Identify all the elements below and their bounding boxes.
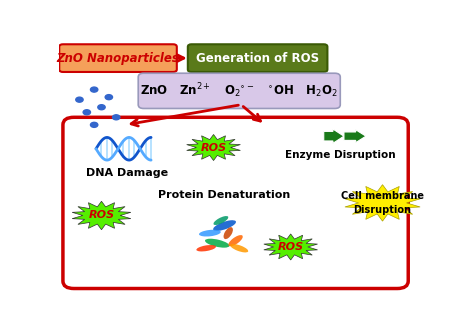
Circle shape	[112, 115, 120, 120]
Circle shape	[98, 105, 105, 110]
Text: ROS: ROS	[278, 242, 304, 252]
Ellipse shape	[205, 239, 229, 248]
FancyBboxPatch shape	[63, 117, 408, 288]
Polygon shape	[264, 234, 318, 260]
Text: Cell membrane
Disruption: Cell membrane Disruption	[341, 191, 424, 215]
Ellipse shape	[213, 216, 228, 225]
Ellipse shape	[199, 230, 221, 236]
Ellipse shape	[228, 235, 243, 246]
FancyBboxPatch shape	[138, 73, 340, 109]
Circle shape	[83, 110, 91, 115]
Text: DNA Damage: DNA Damage	[86, 168, 168, 178]
Text: Generation of ROS: Generation of ROS	[196, 52, 319, 65]
Circle shape	[76, 97, 83, 102]
FancyBboxPatch shape	[188, 44, 328, 72]
Circle shape	[91, 122, 98, 127]
Text: ROS: ROS	[201, 143, 227, 152]
Text: ROS: ROS	[89, 211, 115, 220]
FancyArrow shape	[344, 130, 366, 143]
FancyBboxPatch shape	[59, 44, 177, 72]
Ellipse shape	[224, 227, 233, 239]
Text: Protein Denaturation: Protein Denaturation	[158, 190, 291, 200]
FancyArrow shape	[324, 129, 344, 143]
Circle shape	[105, 95, 112, 100]
Text: Enzyme Disruption: Enzyme Disruption	[285, 150, 396, 160]
Text: ZnO   Zn$^{2+}$   O$_2$$^{\circ-}$   $^{\circ}$OH   H$_2$O$_2$: ZnO Zn$^{2+}$ O$_2$$^{\circ-}$ $^{\circ}…	[140, 81, 338, 100]
Polygon shape	[72, 201, 131, 230]
Polygon shape	[187, 134, 240, 161]
Ellipse shape	[230, 244, 248, 252]
Circle shape	[91, 87, 98, 92]
Polygon shape	[345, 185, 420, 221]
Ellipse shape	[196, 245, 216, 251]
Ellipse shape	[213, 220, 236, 231]
Text: ZnO Nanoparticles: ZnO Nanoparticles	[56, 52, 180, 65]
